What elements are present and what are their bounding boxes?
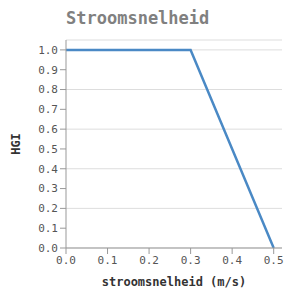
svg-text:0.9: 0.9 bbox=[38, 64, 58, 77]
svg-text:0.5: 0.5 bbox=[38, 143, 58, 156]
svg-text:0.3: 0.3 bbox=[181, 254, 201, 267]
svg-text:0.2: 0.2 bbox=[38, 202, 58, 215]
svg-text:0.0: 0.0 bbox=[56, 254, 76, 267]
svg-text:0.1: 0.1 bbox=[98, 254, 118, 267]
svg-text:0.1: 0.1 bbox=[38, 222, 58, 235]
svg-text:0.6: 0.6 bbox=[38, 123, 58, 136]
svg-text:0.7: 0.7 bbox=[38, 103, 58, 116]
svg-text:0.4: 0.4 bbox=[222, 254, 242, 267]
html-text:Stroomsnelheid: Stroomsnelheid bbox=[66, 8, 210, 28]
svg-text:0.0: 0.0 bbox=[38, 242, 58, 255]
svg-text:0.2: 0.2 bbox=[139, 254, 159, 267]
svg-text:1.0: 1.0 bbox=[38, 44, 58, 57]
svg-text:stroomsnelheid (m/s): stroomsnelheid (m/s) bbox=[102, 275, 247, 289]
svg-text:0.3: 0.3 bbox=[38, 182, 58, 195]
svg-text:0.5: 0.5 bbox=[264, 254, 284, 267]
svg-text:HGI: HGI bbox=[9, 133, 23, 155]
svg-text:0.8: 0.8 bbox=[38, 83, 58, 96]
svg-text:0.4: 0.4 bbox=[38, 163, 58, 176]
